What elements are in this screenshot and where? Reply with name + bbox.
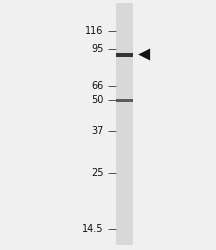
Text: 37: 37 bbox=[91, 126, 104, 136]
Text: 116: 116 bbox=[85, 26, 104, 36]
Text: 66: 66 bbox=[91, 81, 104, 91]
Text: 95: 95 bbox=[91, 44, 104, 54]
Text: 50: 50 bbox=[91, 95, 104, 105]
Bar bbox=[116, 52, 133, 56]
Text: 14.5: 14.5 bbox=[82, 224, 104, 234]
Bar bbox=[116, 2, 133, 245]
Bar bbox=[116, 99, 133, 102]
Text: 25: 25 bbox=[91, 168, 104, 177]
Polygon shape bbox=[138, 48, 150, 60]
